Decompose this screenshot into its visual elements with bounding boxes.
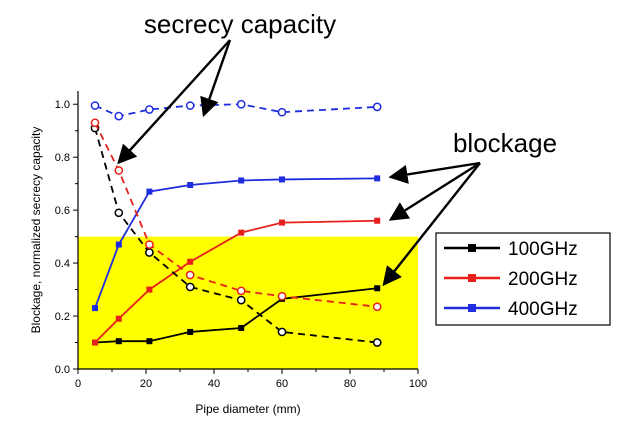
highlight-band — [78, 236, 418, 369]
legend-item: 400GHz — [444, 299, 578, 320]
data-point — [185, 101, 195, 110]
data-point — [115, 338, 122, 345]
data-point — [277, 107, 287, 117]
series-2 — [92, 175, 381, 312]
data-point — [115, 315, 122, 322]
y-tick-label: 0.0 — [55, 364, 70, 376]
data-point — [187, 258, 194, 265]
data-point — [236, 295, 246, 305]
data-point — [238, 229, 245, 236]
data-point — [372, 338, 382, 347]
y-tick-label: 0.4 — [55, 258, 70, 270]
annotation-arrow — [200, 39, 232, 118]
data-point — [92, 339, 98, 346]
legend-item: 200GHz — [444, 269, 578, 290]
data-point — [238, 324, 245, 331]
data-point — [277, 291, 287, 301]
data-point — [236, 286, 246, 296]
data-point — [145, 248, 154, 257]
data-point — [90, 101, 100, 110]
data-point — [185, 282, 195, 292]
data-point — [114, 208, 124, 218]
legend-marker — [468, 304, 476, 312]
x-tick-label: 100 — [409, 378, 427, 390]
y-axis-title: Blockage, normalized secrecy capacity — [29, 127, 43, 334]
x-tick-label: 0 — [75, 378, 81, 390]
x-tick-label: 60 — [276, 378, 288, 390]
x-tick-label: 20 — [140, 378, 152, 390]
data-point — [145, 240, 154, 249]
legend-item: 100GHz — [444, 239, 578, 260]
data-point — [236, 99, 246, 109]
data-point — [92, 305, 98, 312]
data-point — [146, 188, 153, 195]
data-point — [374, 175, 381, 182]
data-point — [187, 328, 194, 335]
data-point — [238, 177, 245, 184]
series-line — [94, 103, 378, 118]
data-point — [372, 302, 382, 312]
data-point — [90, 118, 100, 128]
legend-marker — [468, 244, 476, 252]
series-3 — [90, 123, 382, 347]
legend-label: 200GHz — [508, 269, 578, 290]
annotation-label: blockage — [453, 128, 557, 158]
legend: 100GHz 200GHz 400GHz — [435, 232, 611, 326]
y-tick-label: 0.8 — [55, 152, 70, 164]
annotation-arrow — [117, 39, 231, 165]
data-point — [114, 111, 124, 121]
data-point — [279, 176, 285, 183]
data-point — [372, 102, 382, 112]
data-point — [279, 219, 285, 226]
data-point — [374, 285, 381, 292]
series-1 — [92, 217, 381, 346]
x-tick-label: 80 — [344, 378, 356, 390]
data-point — [277, 327, 287, 337]
annotation-arrow — [382, 162, 481, 287]
data-point — [146, 338, 153, 345]
data-point — [115, 241, 122, 248]
data-point — [145, 105, 154, 114]
legend-label: 400GHz — [508, 299, 578, 320]
series-5 — [90, 99, 382, 121]
y-tick-label: 0.6 — [55, 205, 70, 217]
legend-label: 100GHz — [508, 239, 578, 260]
annotation-label: secrecy capacity — [144, 9, 336, 39]
y-tick-label: 1.0 — [55, 99, 70, 111]
data-point — [114, 166, 124, 175]
annotation-arrow — [388, 161, 481, 184]
data-point — [185, 270, 195, 280]
data-point — [374, 217, 381, 224]
x-axis-title: Pipe diameter (mm) — [195, 402, 300, 416]
y-tick-label: 0.2 — [55, 311, 70, 323]
annotation-arrow — [388, 161, 481, 221]
x-tick-label: 40 — [208, 378, 220, 390]
data-point — [146, 286, 153, 293]
series-4 — [90, 118, 382, 312]
legend-marker — [468, 274, 476, 282]
data-point — [187, 181, 194, 188]
